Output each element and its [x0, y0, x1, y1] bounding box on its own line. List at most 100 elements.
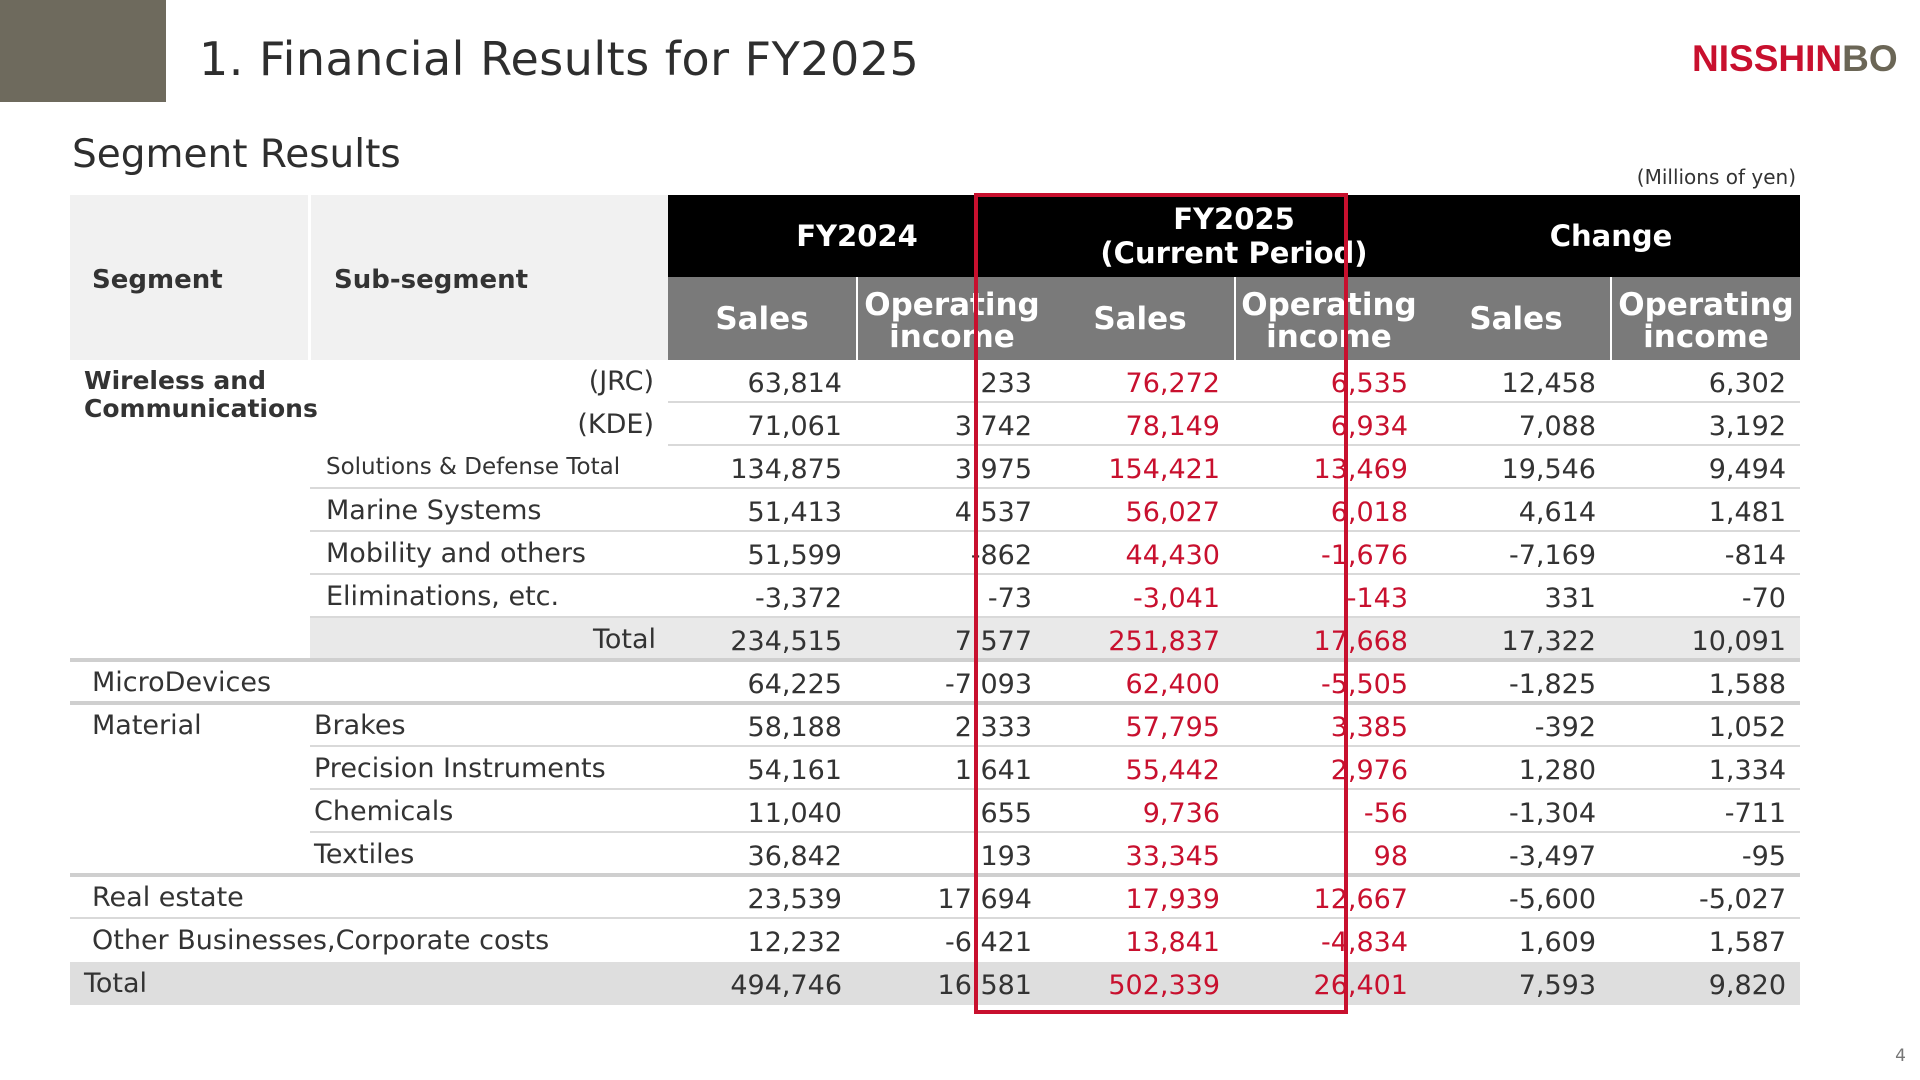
change-op-cell: 1,588 [1708, 669, 1786, 700]
fy2024-sales-cell: 71,061 [747, 411, 842, 442]
page-number: 4 [1895, 1046, 1906, 1066]
table-row: Precision Instruments 54,161 1,641 55,44… [70, 747, 1800, 790]
section-title: Segment Results [72, 132, 401, 177]
sub-segment-cell: Eliminations, etc. [326, 581, 560, 612]
header-fy2024-operating-income: Operating income [858, 277, 1046, 360]
change-op-cell: -70 [1741, 583, 1786, 614]
row-shading [310, 618, 1800, 661]
sub-segment-cell: Mobility and others [326, 538, 586, 569]
fy2025-sales-cell: 78,149 [1125, 411, 1220, 442]
fy2025-sales-cell: 13,841 [1125, 927, 1220, 958]
change-op-cell: -95 [1741, 841, 1786, 872]
fy2025-sales-cell: 502,339 [1108, 970, 1220, 1001]
fy2025-sales-cell: 251,837 [1108, 626, 1220, 657]
change-sales-cell: 17,322 [1501, 626, 1596, 657]
segment-cell: Other Businesses,Corporate costs [92, 925, 550, 956]
fy2024-sales-cell: 234,515 [730, 626, 842, 657]
table-row: Eliminations, etc. -3,372 -73 -3,041 -14… [70, 575, 1800, 618]
row-divider [668, 401, 1800, 403]
change-sales-cell: 7,593 [1518, 970, 1596, 1001]
fy2024-op-cell: 3,975 [954, 454, 1032, 485]
table-row: Other Businesses,Corporate costs 12,232 … [70, 919, 1800, 962]
header-group-fy2025: FY2025 (Current Period) [1046, 195, 1422, 277]
change-sales-cell: -1,304 [1508, 798, 1596, 829]
fy2025-sales-cell: 154,421 [1108, 454, 1220, 485]
segment-cell: Total [84, 968, 148, 999]
fy2025-op-cell: -143 [1346, 583, 1408, 614]
segment-divider [70, 701, 1800, 705]
change-sales-cell: -5,600 [1508, 884, 1596, 915]
fy2024-sales-cell: 51,599 [747, 540, 842, 571]
fy2024-sales-cell: -3,372 [754, 583, 842, 614]
change-sales-cell: -392 [1534, 712, 1596, 743]
fy2025-sales-cell: 56,027 [1125, 497, 1220, 528]
fy2025-op-cell: 13,469 [1313, 454, 1408, 485]
table-row: Real estate 23,539 17,694 17,939 12,667 … [70, 876, 1800, 919]
row-divider [70, 917, 1800, 919]
change-op-cell: 1,334 [1708, 755, 1786, 786]
change-sales-cell: 12,458 [1501, 368, 1596, 399]
sub-segment-cell: Marine Systems [326, 495, 542, 526]
fy2024-sales-cell: 58,188 [747, 712, 842, 743]
fy2025-op-cell: 6,535 [1330, 368, 1408, 399]
header-fy2025-sales: Sales [1046, 277, 1234, 360]
header-fy2025-operating-income: Operating income [1236, 277, 1422, 360]
change-sales-cell: 19,546 [1501, 454, 1596, 485]
fy2024-op-cell: 3,742 [954, 411, 1032, 442]
sub-segment-cell: Total [592, 624, 656, 655]
table-row: Mobility and others 51,599 -862 44,430 -… [70, 532, 1800, 575]
change-op-cell: 1,481 [1708, 497, 1786, 528]
row-divider [310, 616, 1800, 618]
change-sales-cell: 7,088 [1518, 411, 1596, 442]
fy2024-op-cell: -73 [987, 583, 1032, 614]
sub-segment-cell: (JRC) [588, 366, 654, 397]
fy2025-op-cell: -1,676 [1320, 540, 1408, 571]
fy2025-op-cell: 17,668 [1313, 626, 1408, 657]
row-divider [310, 573, 1800, 575]
header-group-fy2024: FY2024 [668, 195, 1046, 277]
fy2024-op-cell: 1,641 [954, 755, 1032, 786]
sub-segment-cell: (KDE) [577, 409, 654, 440]
fy2025-op-cell: 2,976 [1330, 755, 1408, 786]
fy2025-sales-cell: 55,442 [1125, 755, 1220, 786]
sub-segment-cell: Textiles [314, 839, 415, 870]
unit-note: (Millions of yen) [1636, 165, 1796, 189]
fy2024-op-cell: 193 [980, 841, 1032, 872]
nisshinbo-logo: NISSHINBO [1692, 38, 1898, 79]
change-sales-cell: 331 [1544, 583, 1596, 614]
sub-segment-cell: Solutions & Defense Total [326, 454, 621, 480]
segment-cell: Real estate [92, 882, 244, 913]
change-op-cell: -711 [1724, 798, 1786, 829]
fy2024-sales-cell: 12,232 [747, 927, 842, 958]
fy2024-sales-cell: 54,161 [747, 755, 842, 786]
sub-segment-cell: Chemicals [314, 796, 454, 827]
page-title: 1. Financial Results for FY2025 [199, 32, 920, 86]
fy2025-op-cell: 6,018 [1330, 497, 1408, 528]
fy2025-op-cell: -4,834 [1320, 927, 1408, 958]
header-change-sales: Sales [1422, 277, 1610, 360]
row-divider [310, 745, 1800, 747]
segment-divider [70, 658, 1800, 662]
change-sales-cell: 1,280 [1518, 755, 1596, 786]
fy2024-sales-cell: 63,814 [747, 368, 842, 399]
fy2025-op-cell: -56 [1363, 798, 1408, 829]
fy2025-op-cell: 3,385 [1330, 712, 1408, 743]
sub-segment-cell: Precision Instruments [314, 753, 606, 784]
fy2024-op-cell: 17,694 [937, 884, 1032, 915]
table-row: Marine Systems 51,413 4,537 56,027 6,018… [70, 489, 1800, 532]
change-op-cell: 1,587 [1708, 927, 1786, 958]
change-sales-cell: -3,497 [1508, 841, 1596, 872]
table-row: Total 234,515 7,577 251,837 17,668 17,32… [70, 618, 1800, 662]
table-row: Chemicals 11,040 655 9,736 -56 -1,304 -7… [70, 790, 1800, 833]
change-sales-cell: 1,609 [1518, 927, 1596, 958]
segment-cell: MicroDevices [92, 667, 272, 698]
change-op-cell: -814 [1724, 540, 1786, 571]
fy2024-sales-cell: 36,842 [747, 841, 842, 872]
header-left-block: Segment Sub-segment [70, 195, 668, 360]
header-fy2024-sales: Sales [668, 277, 856, 360]
table-row: (KDE) 71,061 3,742 78,149 6,934 7,088 3,… [70, 403, 1800, 446]
fy2025-sales-cell: 33,345 [1125, 841, 1220, 872]
fy2025-sales-cell: 62,400 [1125, 669, 1220, 700]
fy2024-sales-cell: 494,746 [730, 970, 842, 1001]
fy2025-op-cell: 98 [1373, 841, 1408, 872]
